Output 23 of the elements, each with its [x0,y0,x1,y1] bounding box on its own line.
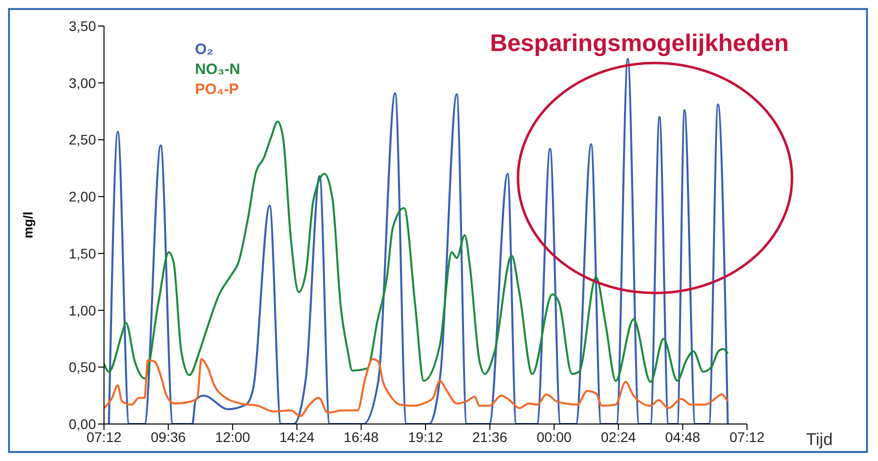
y-axis-title: mg/l [20,212,36,238]
y-tick-label: 3,50 [68,18,96,34]
text: O₂ [195,40,214,60]
text: NO₃-N [195,60,240,80]
y-tick-label: 3,00 [68,74,96,91]
y-tick-label: 0,50 [68,359,96,376]
annotation: Besparingsmogelijkheden [490,30,789,58]
x-tick-label: 02:24 [600,428,636,445]
x-tick-label: 19:12 [408,428,444,445]
x-axis-title: Tijd [806,430,833,450]
x-tick-label: 00:00 [536,428,572,445]
x-tick-label: 16:48 [344,428,379,445]
text: PO₄-P [195,80,240,100]
y-tick-label: 1,50 [68,245,96,262]
x-tick-label: 21:36 [472,428,508,445]
x-tick-label: 07:12 [729,428,765,445]
x-tick-label: 04:48 [665,428,700,445]
x-tick-label: 14:24 [279,428,315,445]
y-tick-label: 1,00 [68,302,96,318]
y-tick-label: 2,00 [68,188,96,205]
x-tick-label: 09:36 [150,428,186,445]
x-tick-label: 12:00 [215,428,250,445]
y-tick-label: 2,50 [68,132,96,148]
